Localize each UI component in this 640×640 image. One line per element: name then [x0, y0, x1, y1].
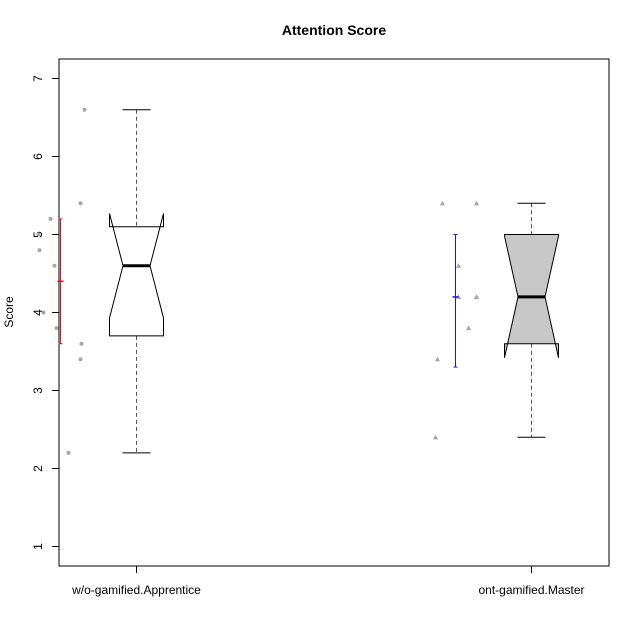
group-2	[432, 200, 559, 440]
y-tick-label: 4	[31, 309, 45, 316]
notched-box	[109, 213, 164, 337]
data-point	[78, 357, 83, 362]
data-point	[455, 263, 462, 268]
data-point	[82, 107, 87, 112]
data-point	[37, 248, 42, 253]
x-axis: w/o-gamified.Apprentice ont-gamified.Mast…	[71, 565, 585, 597]
box-groups	[36, 107, 559, 455]
y-tick-label: 7	[31, 75, 45, 82]
data-point	[54, 326, 59, 331]
data-point	[48, 216, 53, 221]
y-tick-label: 3	[31, 387, 45, 394]
data-point	[78, 201, 83, 206]
data-point	[434, 356, 441, 362]
x-tick-label: ont-gamified.Master	[478, 583, 584, 597]
data-point	[52, 263, 57, 268]
data-point	[473, 200, 480, 206]
data-point	[41, 310, 46, 315]
y-tick-label: 1	[31, 543, 45, 550]
data-point	[473, 294, 480, 299]
data-point	[465, 325, 472, 331]
data-point	[79, 341, 84, 346]
chart-title: Attention Score	[282, 22, 386, 38]
data-point	[432, 434, 439, 440]
y-axis-label: Score	[2, 296, 16, 328]
data-point	[36, 232, 41, 237]
data-point	[66, 450, 71, 455]
y-tick-label: 2	[31, 465, 45, 472]
y-tick-label: 6	[31, 153, 45, 160]
data-point	[439, 200, 446, 206]
x-tick-label: w/o-gamified.Apprentice	[71, 583, 201, 597]
group-1	[36, 107, 164, 455]
